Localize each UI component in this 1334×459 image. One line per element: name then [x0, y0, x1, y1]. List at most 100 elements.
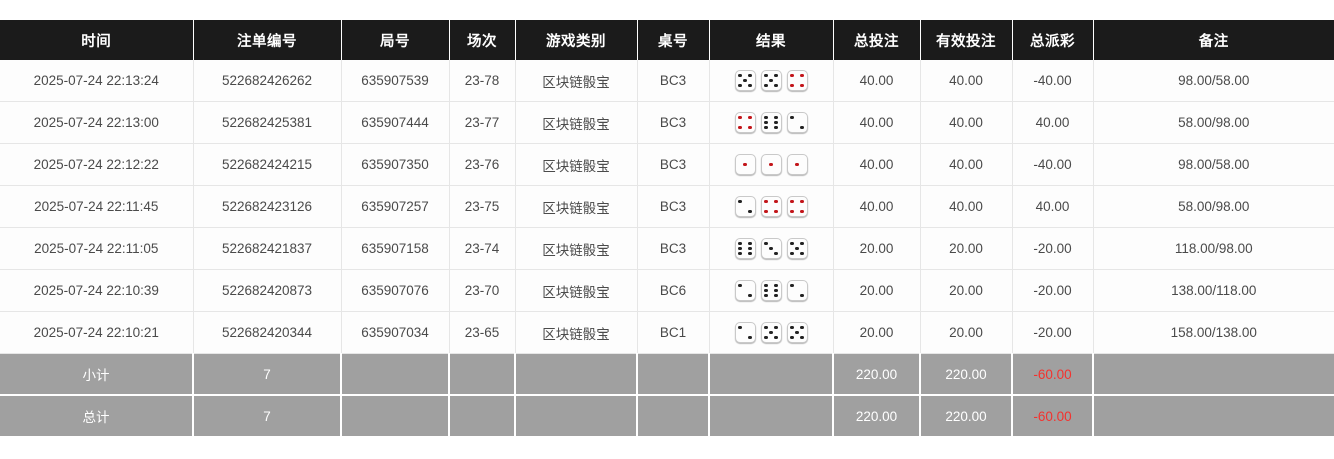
cell-game-type: 区块链骰宝	[515, 269, 638, 312]
cell-bet-id: 522682425381	[193, 101, 342, 144]
cell-table-no: BC1	[637, 311, 710, 354]
dice-pip	[795, 246, 799, 251]
dice-pip	[790, 325, 794, 330]
cell-result	[709, 311, 834, 354]
dice-pip	[738, 283, 742, 288]
cell-valid-bet: 40.00	[920, 143, 1013, 186]
table-row[interactable]: 2025-07-24 22:11:45 522682423126 635907257…	[0, 185, 1334, 228]
dice-face-5	[760, 70, 782, 91]
column-header-result[interactable]: 结果	[709, 20, 834, 60]
dice-pip	[764, 115, 768, 120]
dice-pip	[790, 73, 794, 78]
column-header-session[interactable]: 场次	[449, 20, 516, 60]
table-row[interactable]: 2025-07-24 22:11:05 522682421837 635907158…	[0, 227, 1334, 270]
dice-pip	[769, 78, 773, 83]
cell-total-payout: -40.00	[1012, 60, 1094, 102]
bet-history-table-wrap: 时间 注单编号 局号 场次 游戏类别 桌号 结果 总投注 有效投注 总派彩 备注…	[0, 20, 1334, 436]
dice-pip	[790, 251, 794, 256]
dice-pip	[748, 246, 752, 251]
dice-pip	[790, 83, 794, 88]
dice-pip	[795, 162, 799, 167]
summary-round-no	[341, 353, 450, 396]
table-row[interactable]: 2025-07-24 22:13:00 522682425381 635907444…	[0, 101, 1334, 144]
cell-game-type: 区块链骰宝	[515, 311, 638, 354]
column-header-game-type[interactable]: 游戏类别	[515, 20, 638, 60]
summary-session	[449, 395, 516, 436]
cell-round-no: 635907076	[341, 269, 450, 312]
cell-session: 23-78	[449, 60, 516, 102]
column-header-round-no[interactable]: 局号	[341, 20, 450, 60]
table-header: 时间 注单编号 局号 场次 游戏类别 桌号 结果 总投注 有效投注 总派彩 备注	[0, 20, 1334, 60]
dice-group	[714, 238, 829, 259]
column-header-valid-bet[interactable]: 有效投注	[920, 20, 1013, 60]
dice-pip	[774, 199, 778, 204]
column-header-remark[interactable]: 备注	[1093, 20, 1334, 60]
cell-time: 2025-07-24 22:13:24	[0, 60, 194, 102]
column-header-bet-id[interactable]: 注单编号	[193, 20, 342, 60]
dice-pip	[769, 162, 773, 167]
dice-pip	[738, 251, 742, 256]
summary-count: 7	[193, 395, 342, 436]
dice-pip	[800, 251, 804, 256]
dice-pip	[764, 241, 768, 246]
cell-total-payout: -20.00	[1012, 227, 1094, 270]
dice-pip	[800, 125, 804, 130]
dice-pip	[774, 120, 778, 125]
dice-pip	[774, 125, 778, 130]
column-header-total-payout[interactable]: 总派彩	[1012, 20, 1094, 60]
cell-round-no: 635907257	[341, 185, 450, 228]
cell-session: 23-70	[449, 269, 516, 312]
cell-total-payout: 40.00	[1012, 101, 1094, 144]
column-header-time[interactable]: 时间	[0, 20, 194, 60]
dice-pip	[738, 115, 742, 120]
dice-pip	[790, 115, 794, 120]
summary-table-no	[637, 353, 710, 396]
cell-session: 23-74	[449, 227, 516, 270]
dice-pip	[748, 251, 752, 256]
cell-round-no: 635907034	[341, 311, 450, 354]
cell-valid-bet: 20.00	[920, 227, 1013, 270]
dice-pip	[764, 209, 768, 214]
summary-session	[449, 353, 516, 396]
cell-time: 2025-07-24 22:13:00	[0, 101, 194, 144]
dice-face-4	[760, 196, 782, 217]
cell-total-bet: 40.00	[833, 185, 921, 228]
table-row[interactable]: 2025-07-24 22:13:24 522682426262 635907539…	[0, 60, 1334, 102]
dice-pip	[738, 246, 742, 251]
summary-remark	[1093, 395, 1334, 436]
dice-pip	[800, 199, 804, 204]
summary-label: 小计	[0, 353, 194, 396]
dice-pip	[800, 83, 804, 88]
summary-remark	[1093, 353, 1334, 396]
cell-valid-bet: 40.00	[920, 101, 1013, 144]
cell-total-payout: 40.00	[1012, 185, 1094, 228]
table-row[interactable]: 2025-07-24 22:12:22 522682424215 635907350…	[0, 143, 1334, 186]
cell-result	[709, 143, 834, 186]
table-row[interactable]: 2025-07-24 22:10:21 522682420344 635907034…	[0, 311, 1334, 354]
column-header-total-bet[interactable]: 总投注	[833, 20, 921, 60]
cell-total-bet: 40.00	[833, 101, 921, 144]
summary-round-no	[341, 395, 450, 436]
dice-pip	[764, 288, 768, 293]
cell-time: 2025-07-24 22:10:39	[0, 269, 194, 312]
column-header-table-no[interactable]: 桌号	[637, 20, 710, 60]
dice-pip	[764, 283, 768, 288]
cell-result	[709, 227, 834, 270]
header-row: 时间 注单编号 局号 场次 游戏类别 桌号 结果 总投注 有效投注 总派彩 备注	[0, 20, 1334, 60]
cell-remark: 98.00/58.00	[1093, 143, 1334, 186]
dice-face-2	[786, 112, 808, 133]
bet-history-table: 时间 注单编号 局号 场次 游戏类别 桌号 结果 总投注 有效投注 总派彩 备注…	[0, 20, 1334, 436]
dice-pip	[800, 325, 804, 330]
dice-pip	[774, 283, 778, 288]
dice-face-5	[760, 322, 782, 343]
dice-pip	[790, 283, 794, 288]
dice-pip	[748, 241, 752, 246]
table-row[interactable]: 2025-07-24 22:10:39 522682420873 635907076…	[0, 269, 1334, 312]
cell-table-no: BC3	[637, 60, 710, 102]
cell-table-no: BC6	[637, 269, 710, 312]
dice-group	[714, 196, 829, 217]
cell-game-type: 区块链骰宝	[515, 185, 638, 228]
dice-pip	[790, 209, 794, 214]
dice-pip	[774, 335, 778, 340]
